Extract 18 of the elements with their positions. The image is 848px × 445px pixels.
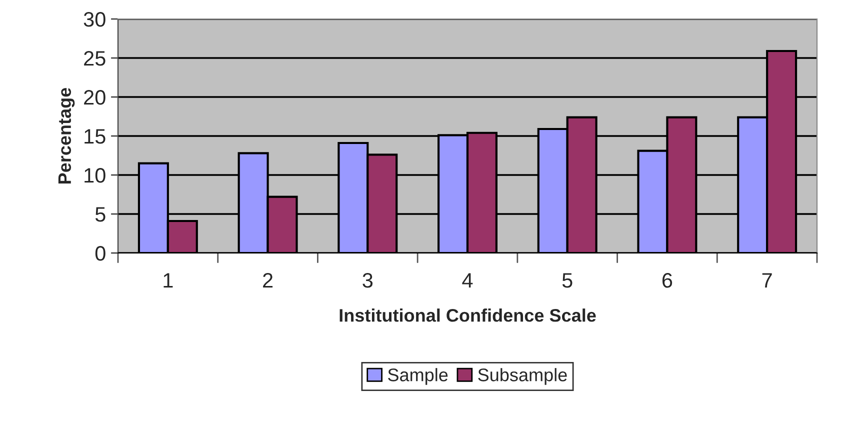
x-tick-label: 6 [662,272,672,288]
y-axis-title: Percentage [58,88,75,184]
y-tick-label: 30 [84,12,106,27]
x-tick-label: 7 [762,273,772,288]
y-tick-label: 10 [84,168,106,183]
y-tick-label: 0 [95,246,106,261]
x-tick-label: 1 [164,273,173,288]
x-tick-label: 3 [362,272,373,288]
x-tick-label: 2 [263,272,273,288]
x-tick-label: 5 [562,273,572,288]
y-tick-label: 5 [95,207,106,222]
y-tick-label: 20 [84,90,106,105]
x-tick-label: 4 [462,273,473,288]
y-tick-label: 15 [84,129,106,144]
legend-label: Sample [388,368,448,385]
legend-label: Subsample [478,368,567,385]
y-tick-label: 25 [84,51,106,66]
x-axis-title: Institutional Confidence Scale [340,308,596,322]
